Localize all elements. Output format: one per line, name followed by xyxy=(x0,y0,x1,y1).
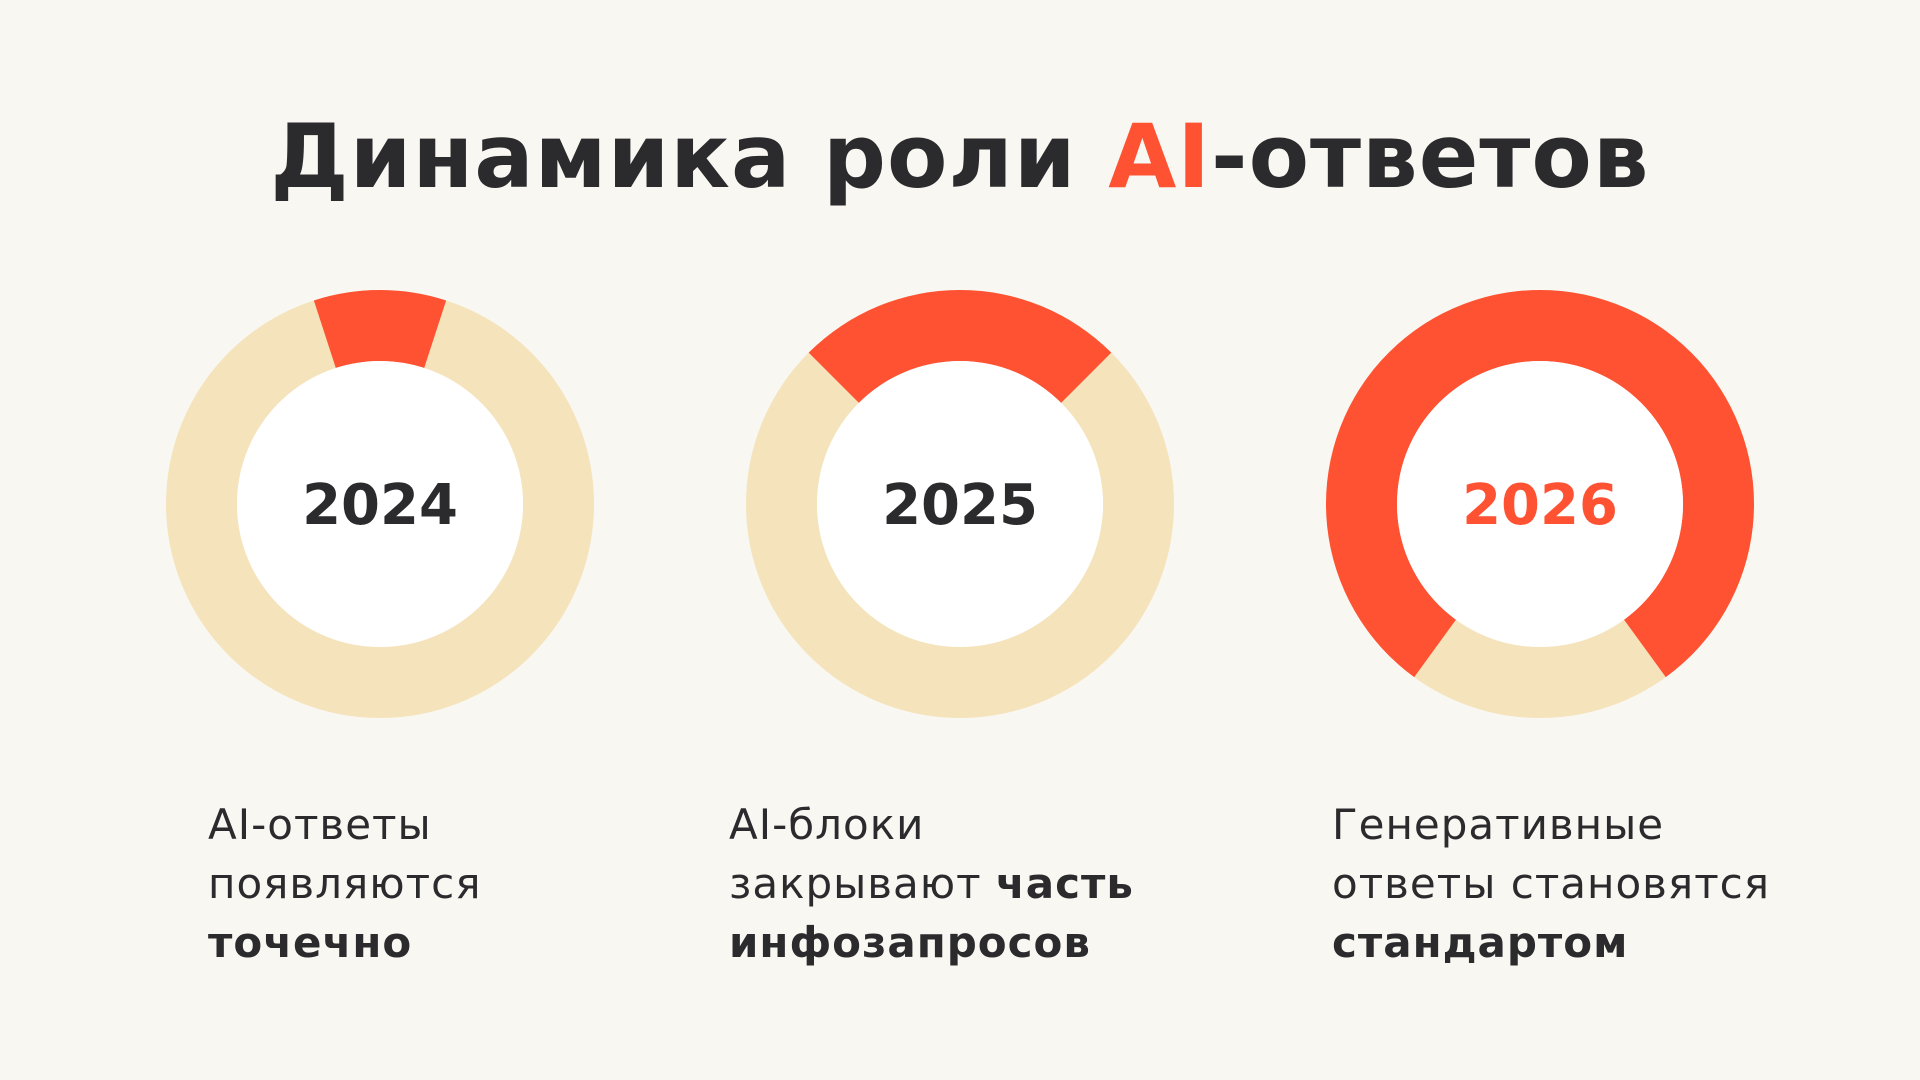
caption-bold: инфозапросов xyxy=(729,918,1091,967)
title-accent: AI xyxy=(1108,105,1212,208)
donut-segment xyxy=(313,290,447,368)
caption-line: AI-блоки xyxy=(729,800,925,849)
donut-segment xyxy=(1325,290,1755,678)
caption-2025: AI-блоки закрывают часть инфозапросов xyxy=(729,795,1134,972)
caption-line: появляются xyxy=(208,859,482,908)
caption-bold: точечно xyxy=(208,918,413,967)
donut-segment xyxy=(808,290,1112,403)
year-label: 2024 xyxy=(302,473,458,538)
donut-2026: 2026 xyxy=(1325,290,1755,718)
donut-2024: 2024 xyxy=(166,290,594,718)
donut-center xyxy=(1397,361,1683,647)
title-text-suffix: -ответов xyxy=(1211,105,1650,208)
year-label: 2026 xyxy=(1462,473,1618,538)
caption-bold: часть xyxy=(995,859,1134,908)
page-title: Динамика роли AI-ответов xyxy=(0,105,1920,208)
title-text: Динамика роли xyxy=(270,105,1109,208)
year-label: 2025 xyxy=(882,473,1038,538)
caption-line: Генеративные xyxy=(1332,800,1665,849)
caption-line: ответы становятся xyxy=(1332,859,1771,908)
caption-line: AI-ответы xyxy=(208,800,432,849)
donut-center xyxy=(237,361,523,647)
donut-center xyxy=(817,361,1103,647)
caption-2024: AI-ответы появляются точечно xyxy=(208,795,481,972)
donut-2025: 2025 xyxy=(746,290,1174,718)
caption-2026: Генеративные ответы становятся стандарто… xyxy=(1332,795,1770,972)
caption-line: закрывают xyxy=(729,859,996,908)
caption-bold: стандартом xyxy=(1332,918,1629,967)
